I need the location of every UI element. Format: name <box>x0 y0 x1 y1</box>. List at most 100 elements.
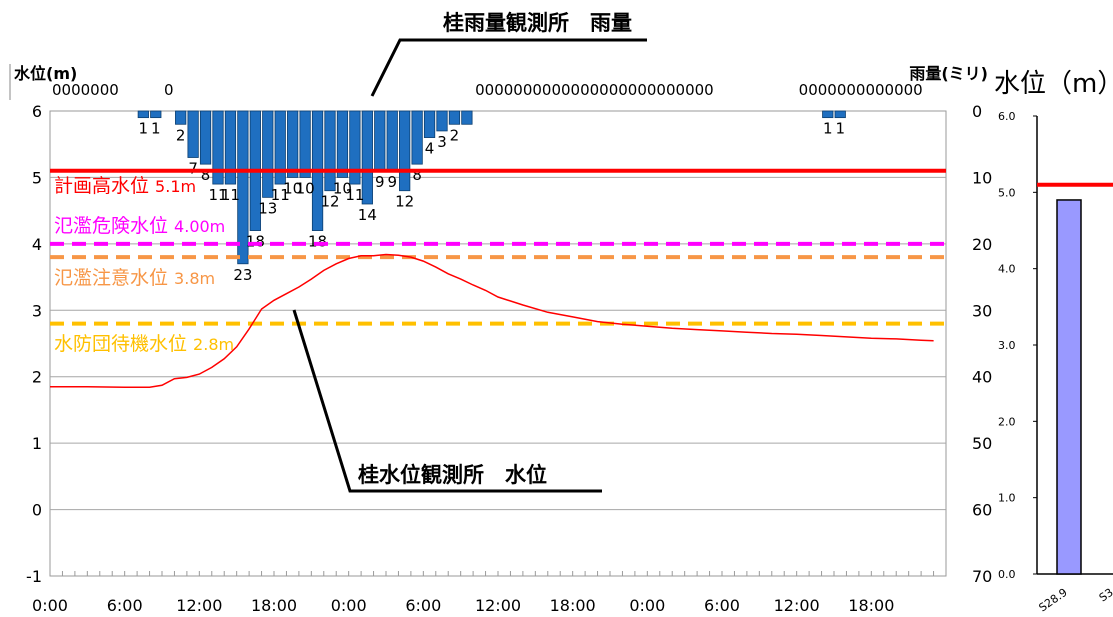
left-axis-title: 水位(m) <box>14 64 77 83</box>
x-tick-label: 12:00 <box>176 596 222 615</box>
rain-bar <box>386 110 398 172</box>
rain-value-label: 2 <box>176 126 186 144</box>
rain-value-label: 11 <box>221 186 240 204</box>
zero-row-text: 0 <box>164 81 174 99</box>
reference-label-value: 3.8m <box>174 269 215 288</box>
rain-bar <box>187 110 199 158</box>
rain-value-label: 13 <box>258 199 277 217</box>
rain-bar <box>461 110 473 125</box>
rain-bar <box>423 110 436 138</box>
historic-chart-title: 水位（m） <box>994 69 1113 99</box>
x-axis-labels: 0:00 6:00 12:00 18:00 0:00 6:00 12:00 18:00 0:00… <box>32 596 894 615</box>
left-tick-label: 1 <box>32 434 42 453</box>
reference-label-value: 4.00m <box>174 217 225 236</box>
rain-bar <box>361 110 373 205</box>
x-tick-label: 6:00 <box>704 596 740 615</box>
reference-label-value: 2.8m <box>193 335 234 354</box>
historic-bars <box>1056 199 1082 575</box>
rain-bar <box>436 110 448 132</box>
rain-value-label: 12 <box>395 193 414 211</box>
left-tick-label: 0 <box>32 501 42 520</box>
x-tick-label: 0:00 <box>32 596 68 615</box>
rain-value-label: 1 <box>835 120 845 138</box>
right-tick-label: 0 <box>972 102 982 121</box>
rain-bar <box>150 110 162 119</box>
left-tick-label: 5 <box>32 168 42 187</box>
rain-value-label: 3 <box>437 133 447 151</box>
left-tick-label: 6 <box>32 102 42 121</box>
reference-label-name: 水防団待機水位 <box>54 333 193 355</box>
historic-category-label: S3 <box>1097 586 1113 605</box>
rain-value-label: 11 <box>345 186 364 204</box>
zero-row-text: 0000000000000000000000000 <box>475 81 714 99</box>
right-tick-label: 20 <box>972 235 992 254</box>
zero-row-text: 0000000000000 <box>799 81 923 99</box>
historic-tick-label: 5.0 <box>998 186 1016 199</box>
right-tick-label: 30 <box>972 301 992 320</box>
zero-value-rows: 0000000 0 0000000000000000000000000 0000000… <box>52 81 923 99</box>
historic-bar <box>1056 199 1082 575</box>
right-tick-label: 40 <box>972 368 992 387</box>
rain-bar <box>237 110 249 265</box>
x-tick-label: 0:00 <box>629 596 665 615</box>
plot-frame <box>49 110 947 577</box>
historic-tick-label: 3.0 <box>998 339 1016 352</box>
rain-value-label: 11 <box>271 186 290 204</box>
rain-value-label: 9 <box>387 173 397 191</box>
rain-bar <box>212 110 224 185</box>
rain-bar <box>399 110 411 192</box>
reference-label: 氾濫注意水位 3.8m <box>54 267 215 289</box>
rain-bar <box>199 110 212 165</box>
x-tick-label: 12:00 <box>475 596 521 615</box>
rain-value-label: 10 <box>296 179 315 197</box>
rain-bar <box>175 110 187 125</box>
rain-bar <box>287 110 299 178</box>
x-tick-label: 12:00 <box>774 596 820 615</box>
x-tick-label: 18:00 <box>550 596 596 615</box>
rain-value-label: 9 <box>375 173 385 191</box>
rain-bar <box>411 110 423 165</box>
x-tick-label: 6:00 <box>107 596 143 615</box>
rain-value-label: 14 <box>358 206 377 224</box>
rain-bar <box>274 110 286 185</box>
right-axis-title: 雨量(ミリ) <box>909 64 988 83</box>
historic-tick-label: 4.0 <box>998 263 1016 276</box>
reference-label-name: 氾濫危険水位 <box>54 215 174 237</box>
rain-bar <box>336 110 349 178</box>
historic-tick-label: 2.0 <box>998 415 1016 428</box>
historic-tick-label: 0.0 <box>998 568 1016 581</box>
rain-bar <box>262 110 274 198</box>
rain-value-label: 1 <box>139 120 149 138</box>
rain-bar <box>224 110 237 185</box>
rain-bar <box>299 110 311 178</box>
rain-bar <box>137 110 149 119</box>
water-level-line <box>50 253 934 389</box>
reference-label-name: 氾濫注意水位 <box>54 267 174 289</box>
rain-value-label: 11 <box>208 186 227 204</box>
reference-label-name: 計画高水位 <box>54 175 155 197</box>
right-tick-label: 10 <box>972 168 992 187</box>
reference-label: 水防団待機水位 2.8m <box>54 333 234 355</box>
rain-bar <box>448 110 461 125</box>
x-tick-label: 18:00 <box>848 596 894 615</box>
left-axis-ticks: 6 5 4 3 2 1 0 -1 <box>26 102 42 586</box>
reference-labels: 計画高水位 5.1m 氾濫危険水位 4.00m 氾濫注意水位 3.8m 水防団待機水位… <box>54 175 234 355</box>
rain-bar <box>834 110 846 119</box>
reference-label: 計画高水位 5.1m <box>54 175 196 197</box>
x-axis-ticks <box>49 571 947 576</box>
x-tick-label: 0:00 <box>331 596 367 615</box>
rain-value-label: 23 <box>233 266 252 284</box>
rain-bar <box>349 110 361 185</box>
historic-category-labels: S28.9 S3 <box>1036 586 1113 615</box>
rain-value-label: 1 <box>823 120 833 138</box>
x-tick-label: 6:00 <box>405 596 441 615</box>
x-tick-label: 18:00 <box>251 596 297 615</box>
zero-row-text: 0000000 <box>52 81 119 99</box>
rain-bar <box>822 110 834 119</box>
rain-callout-label: 桂雨量観測所 雨量 <box>442 11 632 35</box>
right-tick-label: 60 <box>972 501 992 520</box>
rain-value-label: 18 <box>246 233 265 251</box>
rain-value-label: 7 <box>188 160 198 178</box>
